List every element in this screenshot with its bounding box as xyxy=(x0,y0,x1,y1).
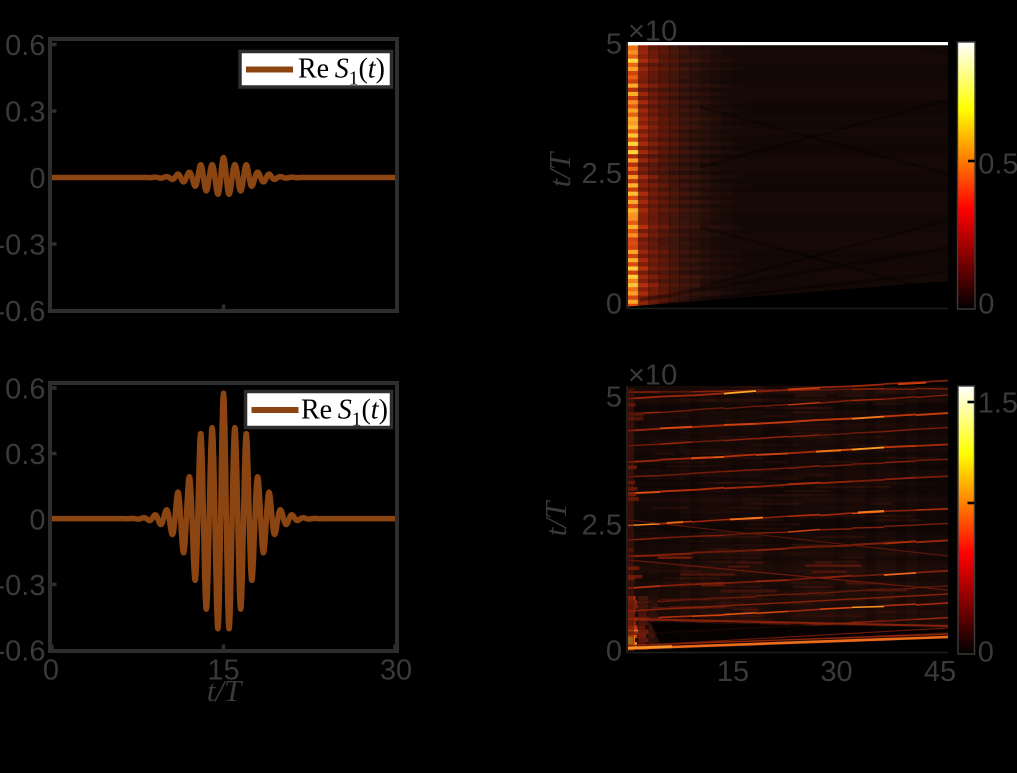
svg-text:0.6: 0.6 xyxy=(5,30,45,62)
svg-text:45: 45 xyxy=(924,656,956,688)
svg-text:-0.3: -0.3 xyxy=(0,229,46,261)
svg-text:0.6: 0.6 xyxy=(5,373,45,405)
svg-text:-0.6: -0.6 xyxy=(0,296,46,328)
svg-text:0: 0 xyxy=(43,654,59,686)
svg-text:0: 0 xyxy=(29,163,45,195)
svg-text:0: 0 xyxy=(606,288,622,320)
svg-text:5: 5 xyxy=(606,28,622,60)
svg-text:30: 30 xyxy=(820,656,852,688)
svg-text:2.5: 2.5 xyxy=(582,158,622,190)
svg-text:5: 5 xyxy=(606,381,622,413)
svg-text:t/T: t/T xyxy=(207,673,244,708)
svg-text:0: 0 xyxy=(978,288,994,320)
svg-text:-0.6: -0.6 xyxy=(0,635,46,667)
svg-text:0.3: 0.3 xyxy=(5,439,45,471)
svg-text:0.5: 0.5 xyxy=(978,148,1017,180)
svg-text:0: 0 xyxy=(978,636,994,668)
svg-text:t/T: t/T xyxy=(538,499,573,536)
svg-text:0: 0 xyxy=(606,635,622,667)
svg-text:×10: ×10 xyxy=(628,360,677,392)
svg-text:×10: ×10 xyxy=(628,16,677,48)
svg-text:0: 0 xyxy=(29,504,45,536)
svg-text:30: 30 xyxy=(380,654,412,686)
svg-text:Re S1(t): Re S1(t) xyxy=(298,54,385,90)
svg-text:2.5: 2.5 xyxy=(582,509,622,541)
svg-text:0.3: 0.3 xyxy=(5,96,45,128)
svg-text:1.5: 1.5 xyxy=(978,387,1017,419)
svg-text:t/T: t/T xyxy=(542,150,577,187)
svg-text:15: 15 xyxy=(717,656,749,688)
svg-text:Re S1(t): Re S1(t) xyxy=(301,395,388,431)
svg-text:-0.3: -0.3 xyxy=(0,570,46,602)
